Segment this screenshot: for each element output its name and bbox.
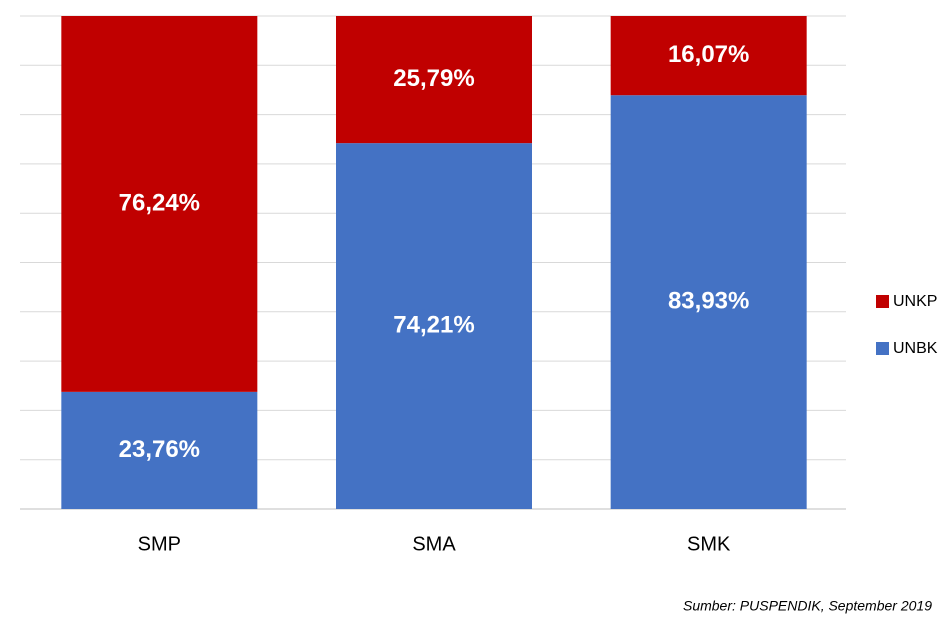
bar-segment bbox=[61, 16, 258, 392]
bar-segment bbox=[336, 143, 532, 509]
bar-segment bbox=[610, 16, 807, 96]
legend-label: UNKP bbox=[893, 293, 937, 310]
bar-segment bbox=[610, 95, 807, 509]
data-label: 23,76% bbox=[119, 436, 200, 463]
source-note: Sumber: PUSPENDIK, September 2019 bbox=[683, 598, 932, 614]
legend-swatch bbox=[876, 342, 889, 355]
x-tick-label: SMK bbox=[687, 533, 731, 555]
data-label: 25,79% bbox=[393, 65, 474, 92]
bar-segment bbox=[336, 16, 532, 144]
x-tick-label: SMP bbox=[138, 533, 181, 555]
legend-swatch bbox=[876, 295, 889, 308]
data-label: 83,93% bbox=[668, 287, 749, 314]
legend-label: UNBK bbox=[893, 340, 938, 357]
bar-segment bbox=[61, 391, 258, 509]
data-label: 74,21% bbox=[393, 311, 474, 338]
data-label: 16,07% bbox=[668, 41, 749, 68]
data-label: 76,24% bbox=[119, 189, 200, 216]
x-tick-label: SMA bbox=[412, 533, 456, 555]
